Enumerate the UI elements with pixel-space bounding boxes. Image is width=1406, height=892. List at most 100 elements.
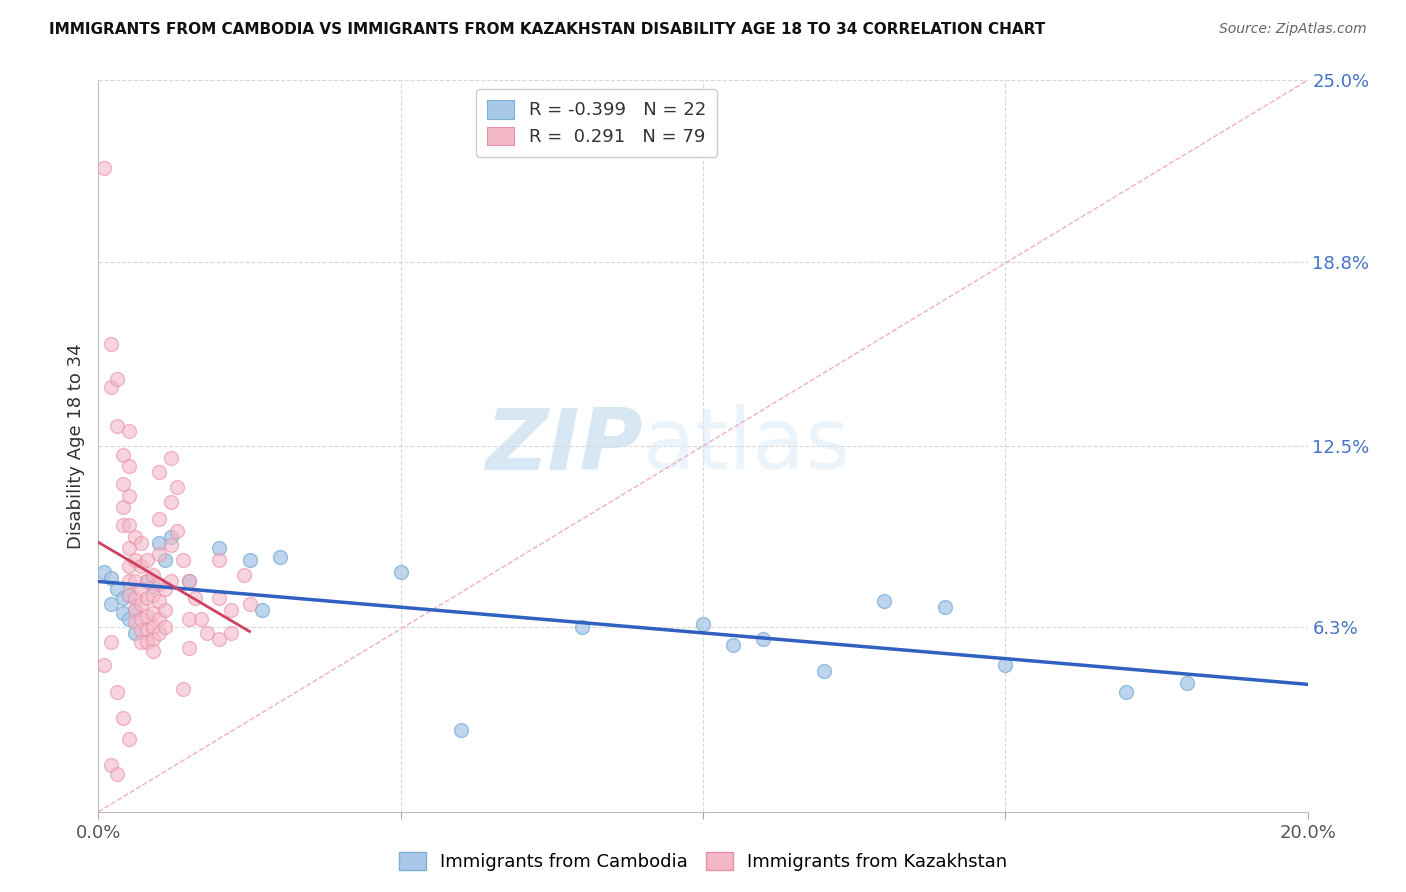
Point [239, 597, 262, 611]
Point [148, 512, 170, 526]
Text: IMMIGRANTS FROM CAMBODIA VS IMMIGRANTS FROM KAZAKHSTAN DISABILITY AGE 18 TO 34 C: IMMIGRANTS FROM CAMBODIA VS IMMIGRANTS F… [49, 22, 1046, 37]
Point [153, 553, 176, 567]
Point [208, 591, 231, 606]
Point [232, 567, 254, 582]
Point [142, 644, 165, 658]
Legend: R = -0.399   N = 22, R =  0.291   N = 79: R = -0.399 N = 22, R = 0.291 N = 79 [477, 89, 717, 157]
Point [179, 640, 201, 655]
Point [111, 591, 134, 606]
Point [195, 626, 218, 640]
Point [148, 594, 170, 608]
Point [142, 606, 165, 620]
Point [142, 588, 165, 602]
Point [142, 579, 165, 593]
Point [100, 597, 122, 611]
Point [250, 603, 273, 617]
Point [269, 550, 291, 565]
Point [142, 567, 165, 582]
Point [118, 588, 141, 602]
Point [723, 638, 745, 652]
Point [100, 758, 122, 772]
Point [179, 574, 201, 588]
Point [124, 615, 146, 629]
Point [135, 553, 157, 567]
Point [124, 591, 146, 606]
Point [752, 632, 775, 646]
Point [111, 606, 134, 620]
Point [135, 608, 157, 623]
Point [118, 489, 141, 503]
Point [105, 372, 128, 386]
Point [172, 553, 194, 567]
Point [135, 624, 157, 638]
Text: Source: ZipAtlas.com: Source: ZipAtlas.com [1219, 22, 1367, 37]
Point [135, 635, 157, 649]
Point [100, 635, 122, 649]
Point [129, 535, 152, 549]
Point [118, 425, 141, 439]
Point [105, 418, 128, 433]
Point [166, 480, 188, 494]
Point [142, 620, 165, 634]
Point [450, 723, 472, 737]
Point [105, 685, 128, 699]
Point [873, 594, 896, 608]
Point [160, 494, 183, 508]
Point [93, 565, 115, 579]
Point [105, 766, 128, 780]
Point [190, 612, 212, 626]
Point [934, 599, 956, 614]
Point [135, 591, 157, 606]
Point [111, 518, 134, 533]
Point [389, 565, 412, 579]
Point [142, 632, 165, 646]
Point [118, 459, 141, 474]
Point [813, 665, 835, 679]
Point [129, 624, 152, 638]
Point [153, 603, 176, 617]
Point [124, 530, 146, 544]
Point [105, 582, 128, 597]
Point [1175, 676, 1198, 690]
Point [93, 161, 115, 175]
Point [124, 603, 146, 617]
Point [153, 620, 176, 634]
Point [118, 558, 141, 573]
Text: atlas: atlas [643, 404, 851, 488]
Point [179, 612, 201, 626]
Point [129, 582, 152, 597]
Point [129, 597, 152, 611]
Point [208, 541, 231, 556]
Point [124, 574, 146, 588]
Point [118, 518, 141, 533]
Point [221, 626, 243, 640]
Point [118, 574, 141, 588]
Point [129, 558, 152, 573]
Point [111, 448, 134, 462]
Point [148, 626, 170, 640]
Point [160, 574, 183, 588]
Point [208, 553, 231, 567]
Point [184, 591, 207, 606]
Point [118, 612, 141, 626]
Point [148, 535, 170, 549]
Point [100, 380, 122, 394]
Point [124, 626, 146, 640]
Point [160, 539, 183, 553]
Point [148, 466, 170, 480]
Point [118, 541, 141, 556]
Point [118, 588, 141, 602]
Point [129, 635, 152, 649]
Point [148, 576, 170, 591]
Point [111, 711, 134, 725]
Point [124, 553, 146, 567]
Point [100, 336, 122, 351]
Point [172, 681, 194, 696]
Point [100, 571, 122, 585]
Text: ZIP: ZIP [485, 404, 643, 488]
Y-axis label: Disability Age 18 to 34: Disability Age 18 to 34 [66, 343, 84, 549]
Point [118, 731, 141, 746]
Point [135, 574, 157, 588]
Point [93, 658, 115, 673]
Point [160, 450, 183, 465]
